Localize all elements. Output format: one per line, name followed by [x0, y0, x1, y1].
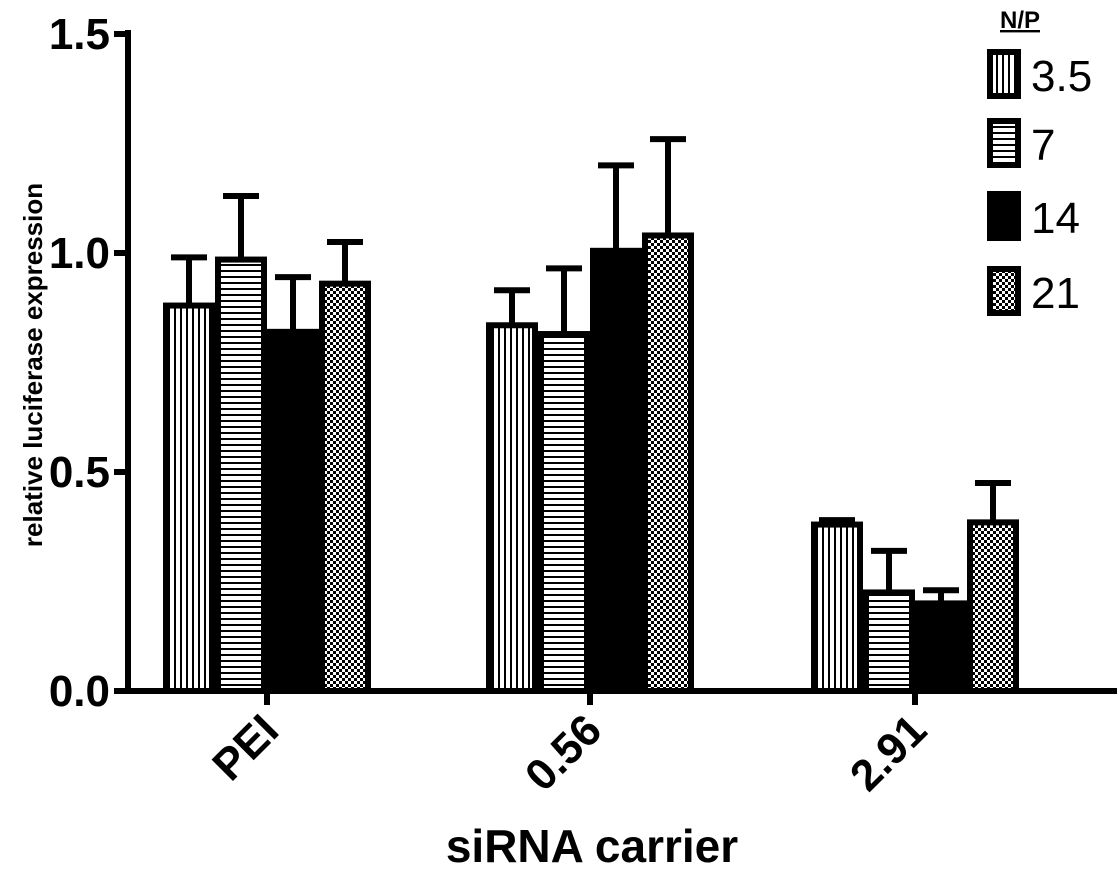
bar: [863, 589, 915, 695]
legend-label: 7: [1031, 121, 1055, 170]
x-tick-label: 2.91: [841, 705, 936, 800]
legend-label: 3.5: [1031, 52, 1092, 101]
legend: 3.5 7 14 21: [987, 49, 1092, 318]
legend-label: 21: [1031, 269, 1080, 318]
bar: [538, 331, 590, 694]
bar: [267, 328, 319, 694]
y-tick-label: 0.5: [49, 448, 110, 497]
bar: [915, 600, 967, 695]
x-tick-label: PEI: [203, 705, 288, 790]
bar: [967, 519, 1019, 694]
bar: [811, 521, 863, 694]
bar: [642, 232, 694, 694]
bar: [319, 280, 371, 694]
y-axis-title: relative luciferase expression: [18, 183, 48, 547]
y-tick-label: 0.0: [49, 667, 110, 716]
bar: [215, 256, 267, 694]
legend-swatch: [987, 191, 1021, 241]
bar: [163, 302, 215, 694]
y-tick-label: 1.5: [49, 10, 110, 59]
bar: [486, 322, 538, 694]
legend-label: 14: [1031, 194, 1080, 243]
x-axis-title: siRNA carrier: [446, 820, 738, 869]
bar: [590, 247, 642, 694]
legend-swatch: [987, 49, 1021, 99]
y-tick-label: 1.0: [49, 229, 110, 278]
legend-swatch: [987, 266, 1021, 316]
x-tick-label: 0.56: [516, 705, 611, 800]
legend-swatch: [987, 118, 1021, 168]
legend-title: N/P: [1000, 7, 1040, 34]
